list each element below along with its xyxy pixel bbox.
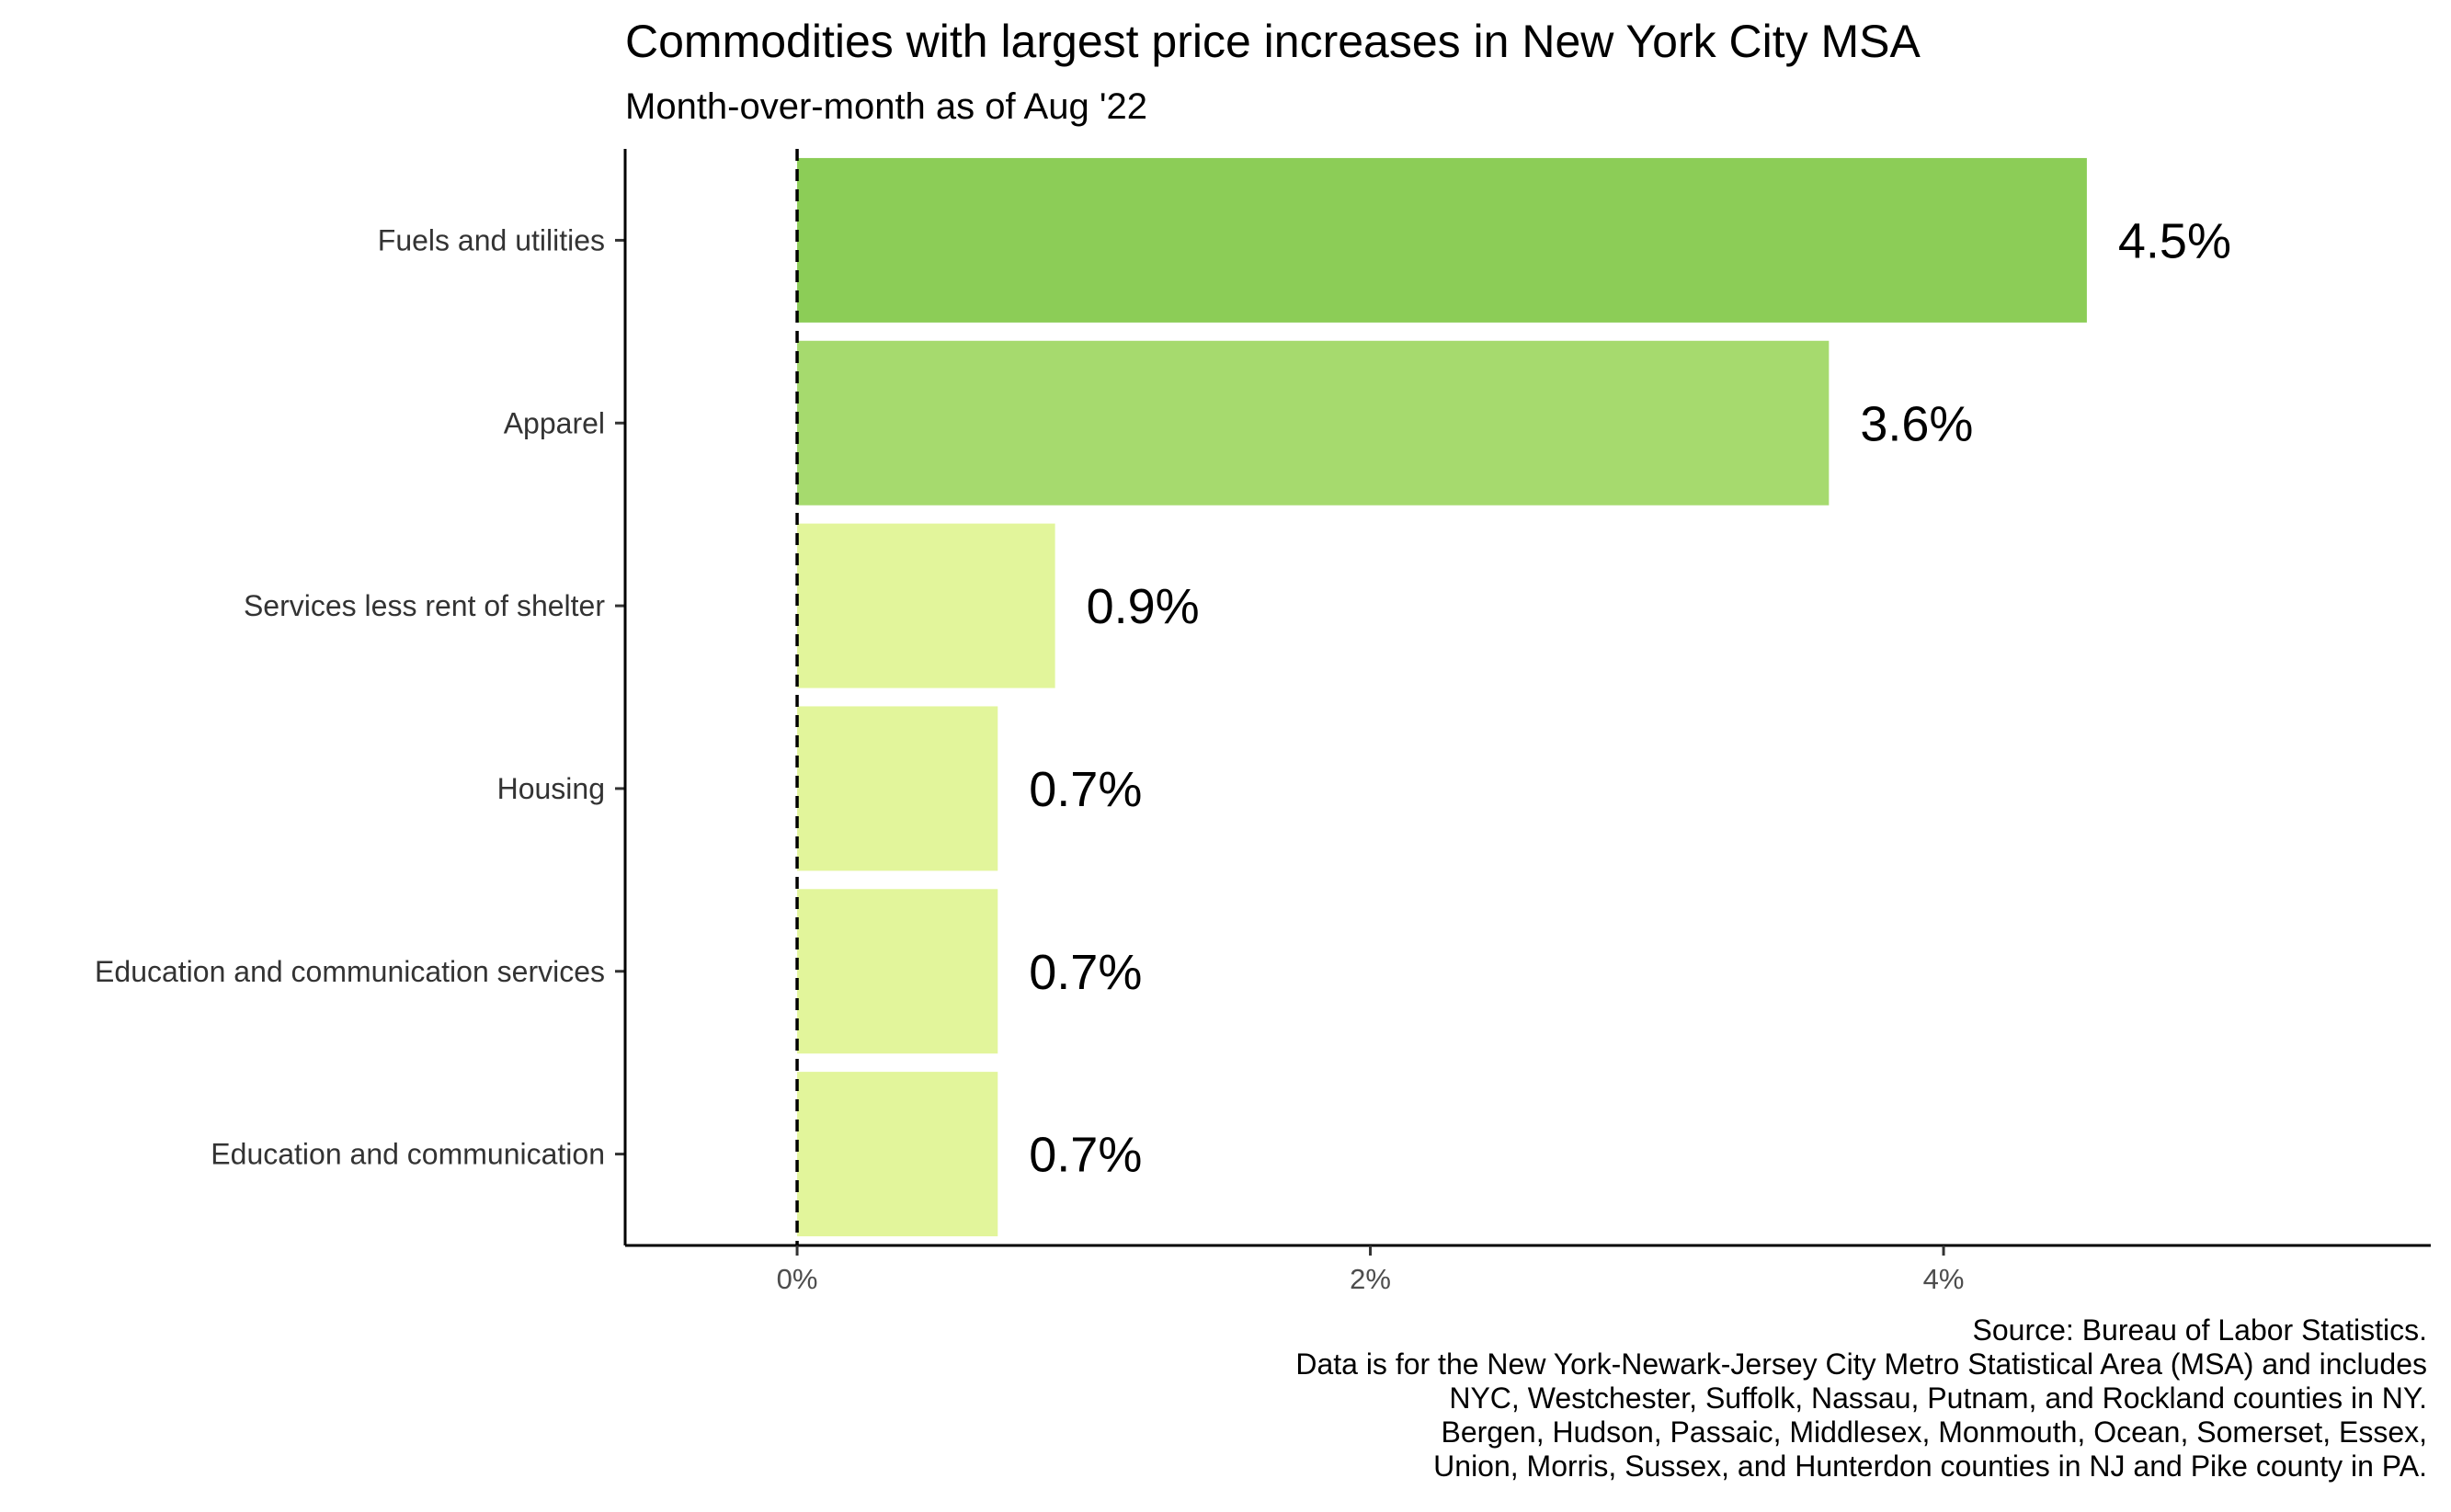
caption-line: NYC, Westchester, Suffolk, Nassau, Putna… bbox=[1449, 1381, 2427, 1415]
caption-line: Source: Bureau of Labor Statistics. bbox=[1973, 1313, 2427, 1347]
chart-subtitle: Month-over-month as of Aug '22 bbox=[625, 86, 1147, 127]
bar bbox=[797, 340, 1830, 506]
data-label: 0.7% bbox=[1029, 762, 1142, 817]
data-label: 0.7% bbox=[1029, 945, 1142, 1000]
category-label: Education and communication bbox=[211, 1138, 605, 1171]
bars-layer bbox=[797, 157, 2087, 1237]
category-label: Fuels and utilities bbox=[378, 223, 605, 256]
category-label: Education and communication services bbox=[95, 955, 605, 988]
category-label: Apparel bbox=[504, 406, 605, 439]
category-label: Services less rent of shelter bbox=[244, 589, 605, 622]
chart-title: Commodities with largest price increases… bbox=[625, 16, 1921, 67]
x-tick-label: 4% bbox=[1923, 1263, 1965, 1295]
caption-line: Bergen, Hudson, Passaic, Middlesex, Monm… bbox=[1442, 1415, 2428, 1449]
data-label: 4.5% bbox=[2118, 213, 2231, 268]
bar bbox=[797, 1072, 998, 1237]
bar bbox=[797, 889, 998, 1054]
caption-line: Data is for the New York-Newark-Jersey C… bbox=[1295, 1347, 2427, 1381]
caption-line: Union, Morris, Sussex, and Hunterdon cou… bbox=[1433, 1449, 2427, 1483]
data-label: 0.7% bbox=[1029, 1128, 1142, 1183]
data-label: 0.9% bbox=[1087, 579, 1200, 634]
bar bbox=[797, 706, 998, 871]
x-tick-label: 0% bbox=[777, 1263, 818, 1295]
category-label: Housing bbox=[497, 772, 605, 805]
bar bbox=[797, 157, 2087, 323]
labels-layer: 4.5% Fuels and utilities 3.6% Apparel 0.9% Se… bbox=[95, 213, 2231, 1182]
data-label: 3.6% bbox=[1860, 396, 1973, 451]
x-axis-ticks: 0% 2% 4% bbox=[777, 1245, 1965, 1295]
bar bbox=[797, 523, 1055, 688]
x-tick-label: 2% bbox=[1350, 1263, 1391, 1295]
chart-caption: Source: Bureau of Labor Statistics.Data … bbox=[1295, 1313, 2427, 1483]
